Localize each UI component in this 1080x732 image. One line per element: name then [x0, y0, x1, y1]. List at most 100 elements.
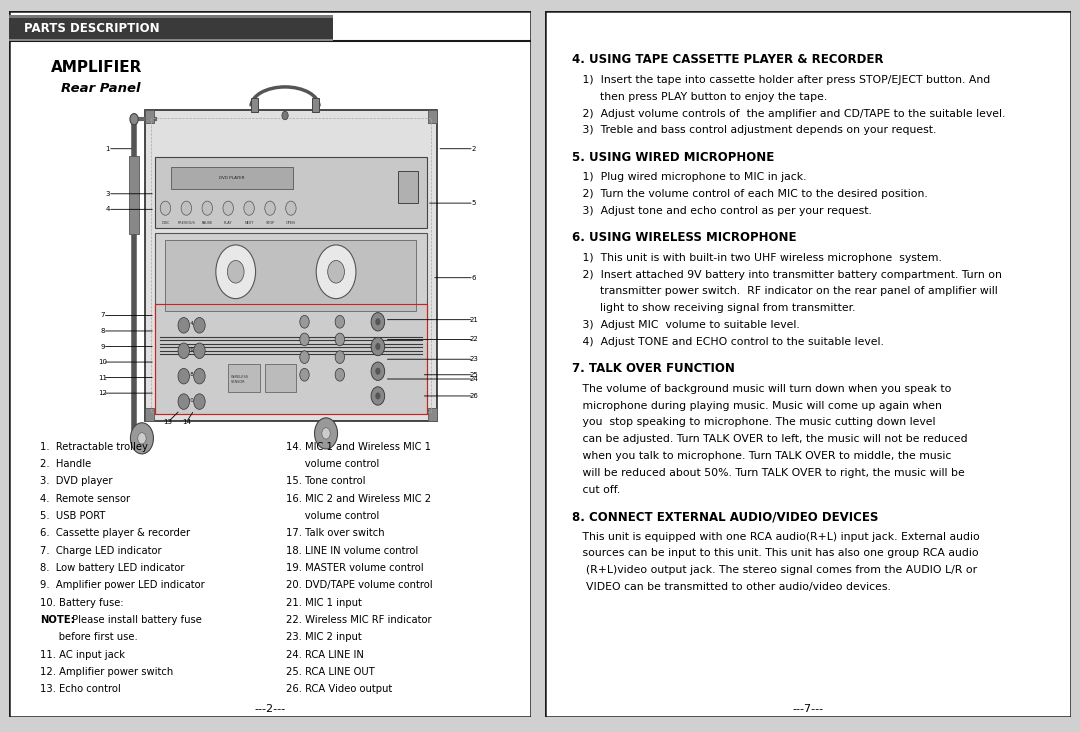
Bar — [9, 39, 333, 41]
Text: 19. MASTER volume control: 19. MASTER volume control — [286, 563, 423, 573]
Text: 3.  DVD player: 3. DVD player — [40, 477, 112, 487]
Text: 7. TALK OVER FUNCTION: 7. TALK OVER FUNCTION — [571, 362, 734, 376]
Text: 9.  Amplifier power LED indicator: 9. Amplifier power LED indicator — [40, 580, 205, 590]
Text: The volume of background music will turn down when you speak to: The volume of background music will turn… — [571, 384, 951, 394]
Text: STOP: STOP — [266, 221, 274, 225]
Text: 21. MIC 1 input: 21. MIC 1 input — [286, 597, 362, 608]
Text: DVD PLAYER: DVD PLAYER — [219, 176, 245, 180]
Text: microphone during playing music. Music will come up again when: microphone during playing music. Music w… — [571, 400, 942, 411]
Text: DISC: DISC — [161, 221, 170, 225]
Circle shape — [160, 201, 171, 215]
Text: 3)  Adjust MIC  volume to suitable level.: 3) Adjust MIC volume to suitable level. — [571, 320, 799, 330]
Text: 23: 23 — [470, 356, 478, 362]
Text: transmitter power switch.  RF indicator on the rear panel of amplifier will: transmitter power switch. RF indicator o… — [571, 286, 998, 296]
Circle shape — [193, 343, 205, 359]
Circle shape — [300, 351, 309, 364]
Circle shape — [193, 394, 205, 409]
Circle shape — [181, 201, 191, 215]
Circle shape — [372, 337, 384, 356]
Circle shape — [244, 201, 254, 215]
Circle shape — [286, 201, 296, 215]
Circle shape — [178, 394, 189, 409]
Bar — [228, 365, 259, 392]
Bar — [399, 171, 418, 203]
Text: then press PLAY button to enjoy the tape.: then press PLAY button to enjoy the tape… — [571, 92, 827, 102]
Circle shape — [316, 245, 356, 299]
Text: sources can be input to this unit. This unit has also one group RCA audio: sources can be input to this unit. This … — [571, 548, 978, 559]
Circle shape — [131, 423, 153, 454]
Circle shape — [375, 392, 380, 400]
Text: 5.  USB PORT: 5. USB PORT — [40, 511, 106, 521]
Circle shape — [178, 368, 189, 384]
Text: 2: 2 — [472, 146, 476, 152]
Text: 4. USING TAPE CASSETTE PLAYER & RECORDER: 4. USING TAPE CASSETTE PLAYER & RECORDER — [571, 53, 883, 67]
Bar — [145, 110, 154, 122]
Circle shape — [375, 343, 380, 350]
Circle shape — [335, 351, 345, 364]
Circle shape — [375, 318, 380, 325]
Circle shape — [193, 318, 205, 333]
Text: 1.  Retractable trolley: 1. Retractable trolley — [40, 442, 148, 452]
Circle shape — [335, 333, 345, 346]
Text: 4: 4 — [106, 206, 110, 212]
Text: 18. LINE IN volume control: 18. LINE IN volume control — [286, 546, 418, 556]
Text: volume control: volume control — [286, 459, 379, 469]
Text: 6. USING WIRELESS MICROPHONE: 6. USING WIRELESS MICROPHONE — [571, 231, 796, 244]
Text: 1)  Insert the tape into cassette holder after press STOP/EJECT button. And: 1) Insert the tape into cassette holder … — [571, 75, 990, 85]
Bar — [312, 98, 319, 112]
Bar — [265, 365, 296, 392]
Text: 10. Battery fuse:: 10. Battery fuse: — [40, 597, 123, 608]
Circle shape — [300, 333, 309, 346]
Text: Please install battery fuse: Please install battery fuse — [69, 615, 202, 625]
Text: 5. USING WIRED MICROPHONE: 5. USING WIRED MICROPHONE — [571, 151, 774, 164]
Text: 3: 3 — [106, 191, 110, 197]
Text: light to show receiving signal from transmitter.: light to show receiving signal from tran… — [571, 303, 855, 313]
Bar — [165, 240, 417, 310]
Text: 7.  Charge LED indicator: 7. Charge LED indicator — [40, 546, 162, 556]
Text: 4)  Adjust TONE and ECHO control to the suitable level.: 4) Adjust TONE and ECHO control to the s… — [571, 337, 883, 347]
Text: can be adjusted. Turn TALK OVER to left, the music will not be reduced: can be adjusted. Turn TALK OVER to left,… — [571, 434, 968, 444]
Text: 1: 1 — [106, 146, 110, 152]
Text: 16. MIC 2 and Wireless MIC 2: 16. MIC 2 and Wireless MIC 2 — [286, 494, 431, 504]
Circle shape — [300, 368, 309, 381]
Text: 14: 14 — [181, 419, 191, 425]
Text: 22: 22 — [470, 337, 478, 343]
Circle shape — [178, 318, 189, 333]
Text: 22. Wireless MIC RF indicator: 22. Wireless MIC RF indicator — [286, 615, 431, 625]
Text: 21: 21 — [470, 317, 478, 323]
Text: NOTE:: NOTE: — [40, 615, 75, 625]
Bar — [428, 110, 437, 122]
Text: Rear Panel: Rear Panel — [60, 82, 140, 94]
Text: 26. RCA Video output: 26. RCA Video output — [286, 684, 392, 694]
Circle shape — [335, 315, 345, 328]
Text: 11. AC input jack: 11. AC input jack — [40, 649, 125, 660]
Text: 11: 11 — [98, 375, 107, 381]
Circle shape — [228, 261, 244, 283]
Bar — [156, 233, 427, 321]
Text: 26: 26 — [470, 393, 478, 399]
Text: 2.  Handle: 2. Handle — [40, 459, 91, 469]
Text: VIDEO can be transmitted to other audio/video devices.: VIDEO can be transmitted to other audio/… — [571, 582, 891, 592]
Text: when you talk to microphone. Turn TALK OVER to middle, the music: when you talk to microphone. Turn TALK O… — [571, 451, 951, 461]
Text: 13 14: 13 14 — [178, 321, 194, 326]
Text: 12: 12 — [98, 390, 107, 396]
Text: 13: 13 — [163, 419, 173, 425]
Text: 17. Talk over switch: 17. Talk over switch — [286, 529, 384, 539]
Text: 19 20: 19 20 — [178, 397, 194, 403]
Text: AMPLIFIER: AMPLIFIER — [51, 61, 141, 75]
Text: 8.  Low battery LED indicator: 8. Low battery LED indicator — [40, 563, 185, 573]
Circle shape — [322, 427, 330, 439]
Text: 24. RCA LINE IN: 24. RCA LINE IN — [286, 649, 364, 660]
Text: 25: 25 — [470, 372, 478, 378]
Bar — [156, 304, 427, 414]
Circle shape — [222, 201, 233, 215]
Circle shape — [178, 343, 189, 359]
Text: ---7---: ---7--- — [793, 704, 824, 714]
Text: 2)  Insert attached 9V battery into transmitter battery compartment. Turn on: 2) Insert attached 9V battery into trans… — [571, 269, 1001, 280]
Text: 8. CONNECT EXTERNAL AUDIO/VIDEO DEVICES: 8. CONNECT EXTERNAL AUDIO/VIDEO DEVICES — [571, 510, 878, 523]
Circle shape — [375, 367, 380, 375]
Bar — [171, 166, 293, 189]
Text: PLAY: PLAY — [224, 221, 232, 225]
Text: 6.  Cassette player & recorder: 6. Cassette player & recorder — [40, 529, 190, 539]
Text: PAUSE: PAUSE — [202, 221, 213, 225]
